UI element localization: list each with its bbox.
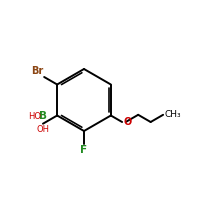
Text: B: B [39, 111, 47, 121]
Text: Br: Br [31, 66, 43, 76]
Text: OH: OH [36, 125, 49, 134]
Text: HO: HO [28, 112, 41, 121]
Text: F: F [80, 145, 88, 155]
Text: O: O [123, 117, 131, 127]
Text: CH₃: CH₃ [164, 110, 181, 119]
